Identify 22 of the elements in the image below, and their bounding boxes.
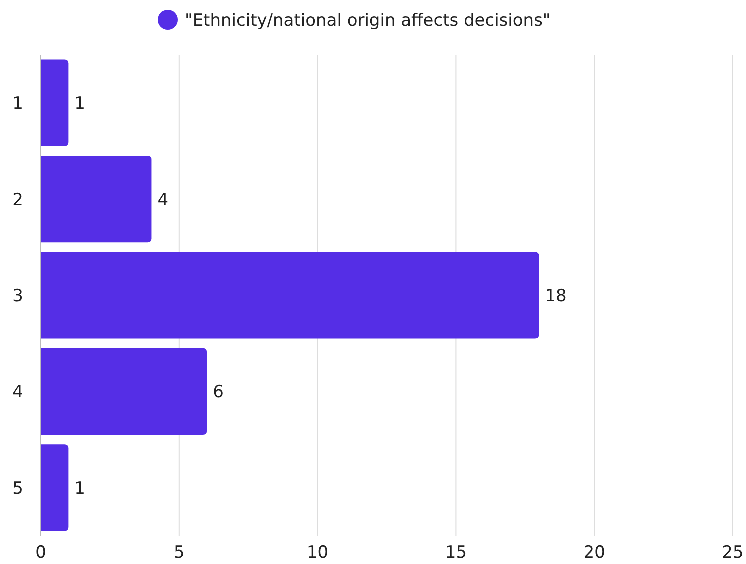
bar bbox=[41, 444, 69, 532]
data-label: 4 bbox=[158, 190, 169, 210]
bar bbox=[41, 156, 152, 243]
bar bbox=[41, 348, 208, 435]
x-tick-label: 5 bbox=[174, 543, 185, 563]
data-label: 1 bbox=[74, 94, 86, 114]
bar bbox=[41, 252, 540, 339]
bar bbox=[41, 60, 69, 146]
data-label: 18 bbox=[545, 286, 567, 306]
y-tick-label: 5 bbox=[12, 478, 24, 499]
x-tick-label: 25 bbox=[722, 543, 744, 563]
y-tick-label: 2 bbox=[12, 190, 24, 210]
x-tick-label: 0 bbox=[36, 543, 46, 563]
data-label: 6 bbox=[213, 382, 224, 403]
legend-label: "Ethnicity/national origin affects decisions" bbox=[185, 10, 551, 31]
x-tick-label: 15 bbox=[445, 543, 468, 563]
data-label: 1 bbox=[74, 478, 86, 499]
y-tick-label: 1 bbox=[12, 94, 24, 114]
y-tick-label: 3 bbox=[12, 286, 24, 306]
x-tick-label: 20 bbox=[584, 543, 606, 563]
x-tick-label: 10 bbox=[306, 543, 329, 563]
y-tick-label: 4 bbox=[12, 382, 24, 403]
